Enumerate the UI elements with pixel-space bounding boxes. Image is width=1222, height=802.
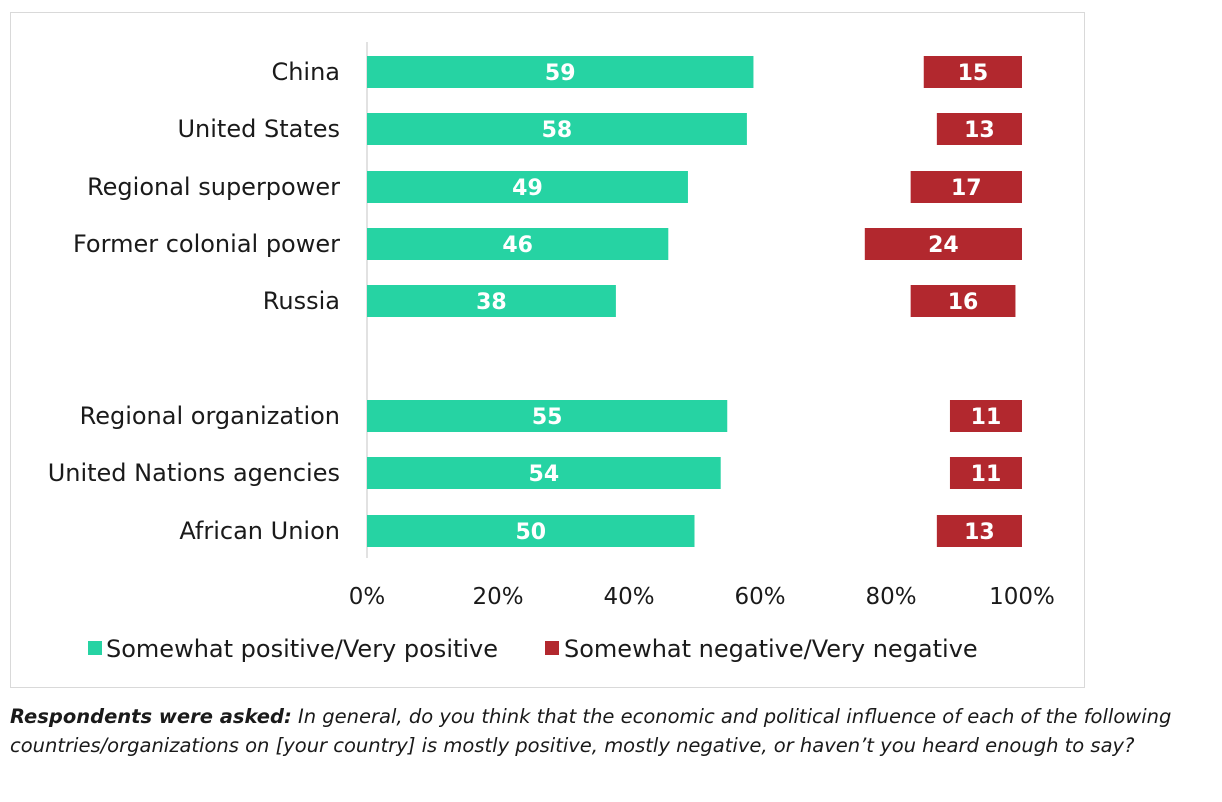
- positive-bar: [367, 228, 669, 260]
- category-label: Russia: [263, 287, 340, 315]
- positive-value-label: 46: [502, 233, 533, 258]
- x-tick-label: 100%: [989, 584, 1055, 610]
- positive-value-label: 49: [512, 176, 543, 201]
- category-label: United Nations agencies: [48, 459, 340, 487]
- negative-bar: [936, 515, 1022, 547]
- negative-bar: [949, 400, 1022, 432]
- negative-value-label: 15: [958, 61, 989, 86]
- positive-value-label: 58: [542, 118, 573, 143]
- bar-chart: China 59 15 United States 58 13 Regional super…: [48, 42, 1055, 663]
- x-tick-label: 80%: [865, 584, 916, 610]
- negative-value-label: 17: [951, 176, 982, 201]
- category-label: Regional organization: [80, 402, 340, 430]
- negative-value-label: 24: [928, 233, 959, 258]
- negative-value-label: 11: [971, 405, 1002, 430]
- positive-bar: [367, 457, 721, 489]
- negative-value-label: 11: [971, 462, 1002, 487]
- positive-value-label: 55: [532, 405, 563, 430]
- negative-value-label: 16: [948, 290, 979, 315]
- note-lead: Respondents were asked:: [10, 705, 292, 728]
- x-tick-label: 60%: [734, 584, 785, 610]
- negative-bar: [923, 56, 1022, 88]
- negative-value-label: 13: [964, 520, 995, 545]
- category-label: Former colonial power: [73, 230, 340, 258]
- x-tick-label: 40%: [603, 584, 654, 610]
- negative-bar: [949, 457, 1022, 489]
- negative-value-label: 13: [964, 118, 995, 143]
- note-text: In general, do you think that the econom…: [10, 705, 1172, 757]
- x-tick-label: 0%: [349, 584, 386, 610]
- category-label: United States: [177, 115, 340, 143]
- category-label: Regional superpower: [87, 173, 340, 201]
- negative-bar: [910, 171, 1022, 203]
- legend-label: Somewhat positive/Very positive: [106, 635, 498, 663]
- positive-bar: [367, 515, 695, 547]
- positive-bar: [367, 113, 747, 145]
- legend-swatch: [88, 641, 102, 655]
- negative-bar: [864, 228, 1022, 260]
- survey-question-note: Respondents were asked: In general, do y…: [10, 702, 1215, 760]
- positive-value-label: 54: [529, 462, 560, 487]
- legend-swatch: [545, 641, 559, 655]
- x-tick-label: 20%: [472, 584, 523, 610]
- positive-value-label: 50: [515, 520, 546, 545]
- negative-bar: [936, 113, 1022, 145]
- positive-value-label: 38: [476, 290, 507, 315]
- category-label: China: [271, 58, 340, 86]
- positive-bar: [367, 285, 616, 317]
- positive-value-label: 59: [545, 61, 576, 86]
- negative-bar: [910, 285, 1016, 317]
- positive-bar: [367, 400, 728, 432]
- positive-bar: [367, 171, 688, 203]
- positive-bar: [367, 56, 754, 88]
- category-label: African Union: [179, 517, 340, 545]
- legend-label: Somewhat negative/Very negative: [564, 635, 978, 663]
